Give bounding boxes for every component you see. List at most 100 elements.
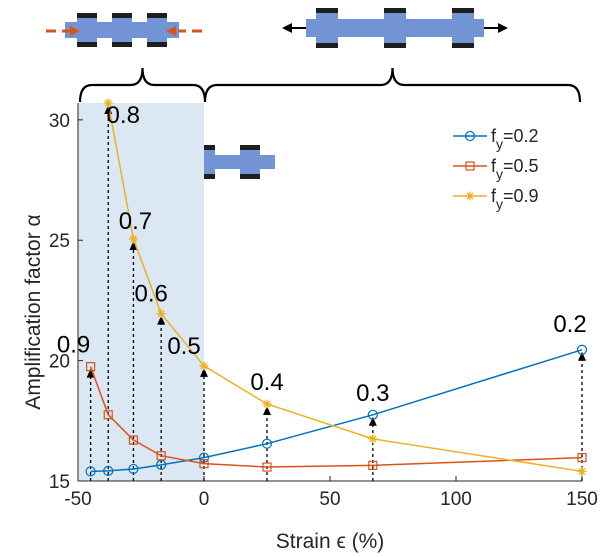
arrowhead-icon	[578, 351, 586, 361]
legend-name-sub: y	[496, 196, 503, 212]
data-point-star	[368, 434, 378, 444]
series-1	[85, 344, 588, 477]
data-point-square	[465, 161, 475, 171]
data-point-square	[262, 462, 272, 472]
data-point-circle	[128, 463, 139, 475]
structure-cap	[112, 42, 132, 47]
annotation-label: 0.9	[57, 332, 90, 359]
annotation-label: 0.8	[107, 102, 140, 129]
data-point-circle	[261, 438, 273, 449]
y-tick-label: 25	[49, 231, 70, 252]
x-tick-label: 150	[566, 489, 598, 510]
structure-node	[316, 12, 338, 44]
legend-entry: fy=0.5	[491, 156, 539, 182]
arrowhead-icon	[200, 367, 208, 377]
data-point-square	[128, 435, 139, 445]
structure-cap	[195, 174, 215, 179]
arrowhead-icon	[368, 416, 377, 426]
arrowhead-icon	[282, 23, 292, 33]
series-2	[85, 362, 587, 472]
data-point-circle	[103, 465, 114, 476]
structure-cap	[77, 42, 97, 47]
x-tick-label: 50	[319, 489, 340, 510]
data-point-circle	[576, 344, 588, 355]
structure-cap	[147, 13, 167, 18]
brace-stretch	[203, 67, 582, 103]
data-point-circle	[198, 452, 210, 463]
structure-cap	[147, 42, 167, 47]
y-tick-label: 20	[49, 352, 70, 373]
legend-name-rest: =0.5	[503, 156, 539, 176]
data-point-star	[199, 361, 209, 371]
data-point-square	[577, 453, 587, 463]
structure-cap	[316, 43, 338, 48]
legend-name-base: f	[491, 186, 497, 206]
data-point-star	[156, 309, 166, 319]
structure-cap	[112, 13, 132, 18]
structure-node	[147, 17, 167, 43]
data-point-circle	[367, 409, 378, 420]
arrowhead-icon	[86, 368, 95, 378]
structure-cap	[384, 8, 406, 13]
data-point-star	[128, 234, 138, 244]
data-point-circle	[85, 466, 96, 477]
x-axis-label: Strain ϵ (%)	[276, 530, 384, 553]
structure-cap	[452, 43, 474, 48]
stretched-structure	[306, 8, 484, 48]
data-point-star	[262, 399, 272, 409]
series-layer	[85, 98, 588, 477]
y-tick-label: 15	[49, 472, 70, 493]
structure-cap	[452, 8, 474, 13]
arrowhead-icon	[166, 26, 176, 36]
annotation-label: 0.5	[167, 333, 200, 360]
axes: -50 0 50 100 150 15 20 25 30	[49, 103, 598, 510]
arrowhead-icon	[157, 315, 166, 325]
x-tick-label: -50	[64, 489, 91, 510]
data-point-square	[156, 451, 166, 461]
y-axis-label: Amplification factor α	[22, 214, 45, 409]
shaded-compression-region	[78, 103, 204, 481]
structure-cap	[316, 8, 338, 13]
data-point-square	[199, 459, 209, 469]
structure-node	[112, 17, 132, 43]
legend-name-base: f	[491, 156, 497, 176]
structure-cap	[240, 174, 260, 179]
structure-node	[384, 12, 406, 44]
structure-node	[77, 17, 97, 43]
annotation-label: 0.6	[134, 281, 167, 308]
arrowhead-icon	[263, 405, 271, 415]
annotation-labels: 0.9 0.8 0.7 0.60.5 0.4 0.3 0.2	[57, 102, 587, 407]
data-point-circle	[156, 459, 167, 470]
annotation-label: 0.7	[119, 208, 152, 235]
legend-name-rest: =0.2	[503, 126, 539, 146]
annotation-label: 0.3	[356, 380, 389, 407]
x-tick-label: 0	[199, 489, 210, 510]
x-tick-label: 100	[440, 489, 472, 510]
legend-name-sub: y	[496, 136, 503, 152]
legend-name-sub: y	[496, 166, 503, 182]
structure-cap	[384, 43, 406, 48]
structure-cap	[240, 145, 260, 150]
structure-node	[240, 149, 260, 175]
legend: fy=0.2fy=0.5fy=0.9	[453, 126, 539, 212]
structure-cap	[77, 13, 97, 18]
data-point-circle	[464, 130, 476, 142]
compressed-structure	[65, 13, 179, 47]
data-point-square	[85, 362, 96, 372]
data-point-star	[577, 466, 587, 476]
data-point-square	[103, 410, 113, 420]
series-3	[103, 98, 587, 476]
y-tick-label: 30	[49, 111, 70, 132]
data-point-star	[465, 191, 475, 201]
arrowhead-icon	[129, 241, 138, 251]
brace-compression	[78, 67, 207, 103]
structure-node	[452, 12, 474, 44]
legend-name-rest: =0.9	[503, 186, 539, 206]
data-point-star	[103, 98, 113, 108]
legend-entry: fy=0.2	[491, 126, 539, 152]
annotation-label: 0.2	[553, 311, 586, 338]
annotation-label: 0.4	[250, 369, 283, 396]
legend-entry: fy=0.9	[491, 186, 539, 212]
